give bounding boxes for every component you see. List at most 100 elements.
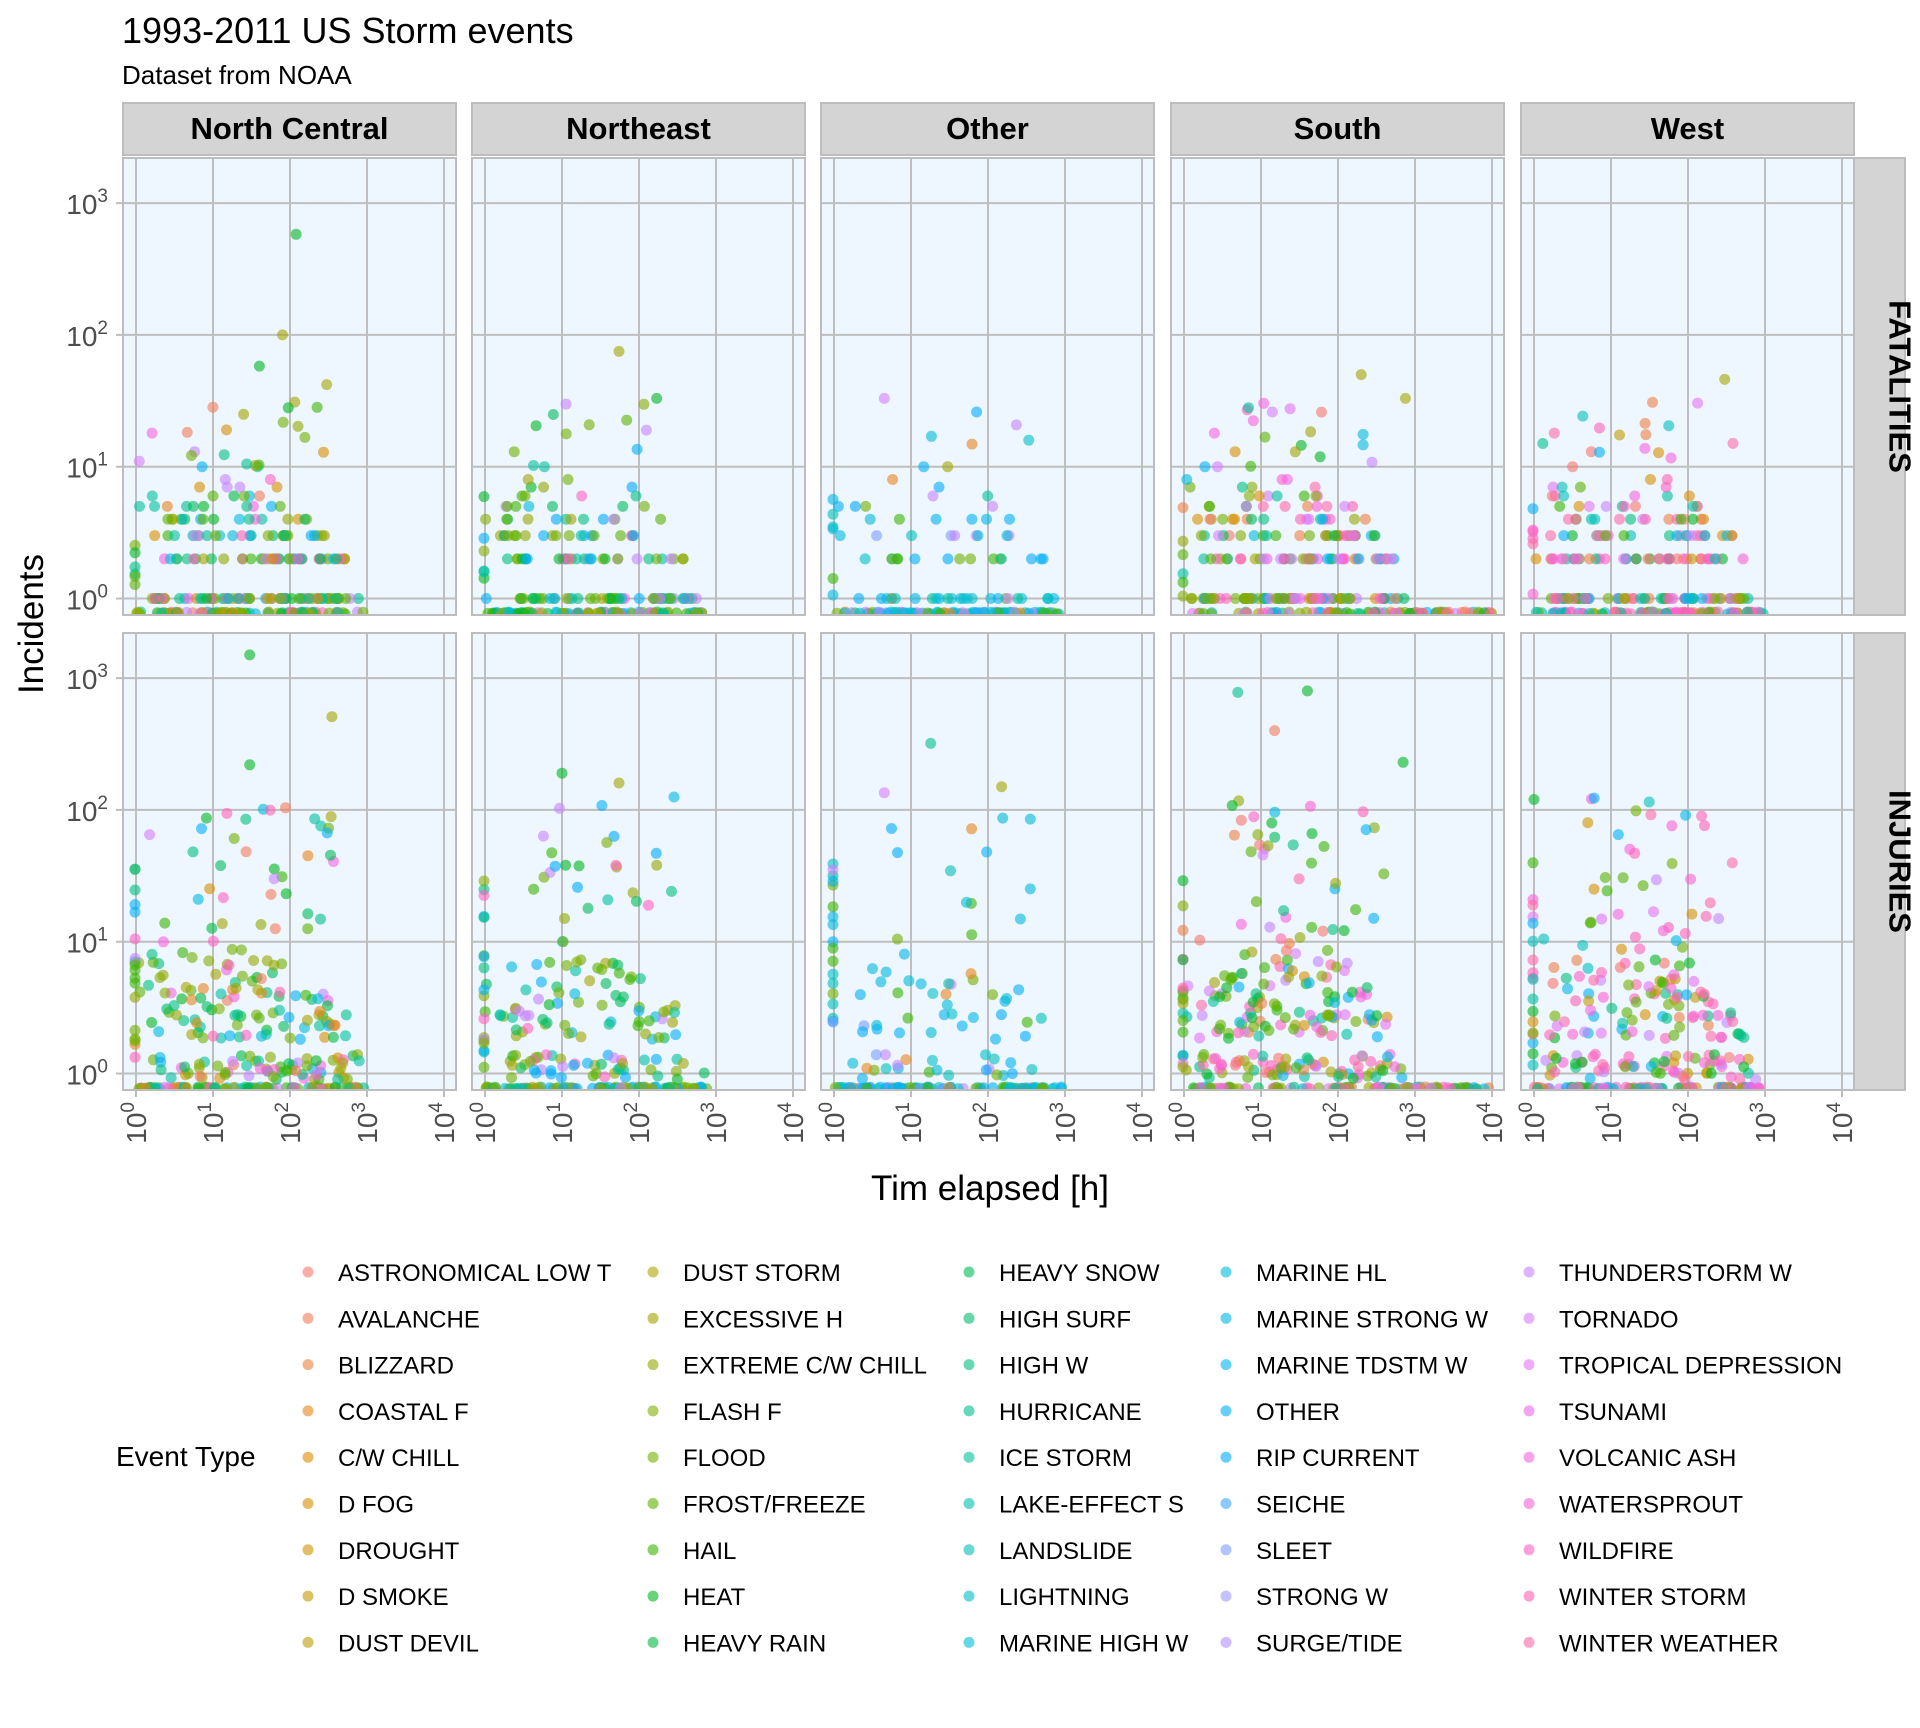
data-point xyxy=(550,513,562,525)
data-point xyxy=(1035,1012,1047,1024)
data-point xyxy=(1258,397,1270,409)
data-point xyxy=(1234,553,1246,565)
data-point xyxy=(1585,916,1597,928)
data-point xyxy=(634,973,646,985)
legend-key xyxy=(1523,1405,1535,1417)
legend-item-marine-strong-w: MARINE STRONG W xyxy=(1220,1306,1488,1333)
data-point xyxy=(927,988,939,999)
data-point xyxy=(174,593,186,604)
data-point xyxy=(516,1082,528,1090)
data-point xyxy=(1527,1016,1539,1028)
data-point xyxy=(187,500,199,512)
data-point xyxy=(1668,1029,1680,1041)
data-point xyxy=(1220,593,1232,604)
data-point xyxy=(1527,1037,1539,1049)
data-point xyxy=(1532,1083,1544,1090)
data-point xyxy=(545,1068,557,1080)
data-point xyxy=(1639,417,1651,429)
data-point xyxy=(640,424,652,436)
data-point xyxy=(332,606,344,615)
data-point xyxy=(1243,402,1254,414)
data-point xyxy=(1630,805,1642,817)
data-point xyxy=(186,450,197,461)
data-point xyxy=(1593,446,1605,458)
data-point xyxy=(140,1082,152,1090)
data-point xyxy=(1645,809,1657,821)
data-point xyxy=(260,1028,272,1040)
data-point xyxy=(1272,1083,1284,1090)
data-point xyxy=(519,490,531,502)
data-point xyxy=(1629,847,1641,859)
data-point xyxy=(1199,461,1211,473)
legend-label: BLIZZARD xyxy=(338,1353,454,1380)
legend-item-tsunami: TSUNAMI xyxy=(1523,1399,1667,1426)
column-strip-label: Northeast xyxy=(566,111,711,146)
data-point xyxy=(311,401,323,413)
data-point xyxy=(1680,809,1692,821)
data-point xyxy=(608,830,620,842)
legend-item-flash-f: FLASH F xyxy=(647,1399,782,1426)
data-point xyxy=(626,481,638,493)
data-point xyxy=(353,1055,365,1067)
data-point xyxy=(1283,971,1295,983)
data-point xyxy=(1230,1059,1241,1071)
data-point xyxy=(263,606,275,615)
data-point xyxy=(1653,553,1665,565)
data-point xyxy=(1002,593,1014,604)
data-point xyxy=(557,1061,569,1072)
points-layer xyxy=(1177,369,1497,615)
data-point xyxy=(613,593,625,604)
column-strip-label: North Central xyxy=(190,111,388,146)
data-point xyxy=(1288,1081,1300,1090)
data-point xyxy=(1401,1082,1413,1090)
data-point xyxy=(177,947,189,959)
data-point xyxy=(669,1007,680,1018)
x-tick-label: 102 xyxy=(272,1102,306,1144)
data-point xyxy=(1537,438,1549,449)
data-point xyxy=(576,490,588,502)
data-point xyxy=(228,833,240,844)
data-point xyxy=(1246,481,1258,493)
data-point xyxy=(1254,839,1265,851)
data-point xyxy=(1734,1073,1746,1085)
data-point xyxy=(878,392,890,404)
data-point xyxy=(889,593,901,604)
data-point xyxy=(1205,553,1217,565)
data-point xyxy=(1714,1055,1726,1067)
data-point xyxy=(1314,451,1326,463)
data-point xyxy=(194,481,206,493)
data-point xyxy=(638,500,650,512)
data-point xyxy=(478,1037,490,1049)
data-point xyxy=(903,975,915,987)
data-point xyxy=(266,500,277,512)
data-point xyxy=(245,553,257,565)
data-point xyxy=(176,513,188,525)
data-point xyxy=(667,1016,679,1028)
panel-west-fatalities xyxy=(1520,157,1855,616)
data-point xyxy=(610,859,622,871)
data-point xyxy=(966,438,978,450)
data-point xyxy=(925,430,937,442)
data-point xyxy=(1684,957,1695,969)
legend-key xyxy=(963,1266,975,1278)
data-point xyxy=(904,607,916,615)
data-point xyxy=(196,461,208,473)
data-point xyxy=(282,402,294,414)
data-point xyxy=(827,968,839,980)
data-point xyxy=(1725,1007,1737,1019)
data-point xyxy=(898,948,910,960)
data-point xyxy=(149,500,161,512)
data-point xyxy=(129,933,141,945)
x-tick-label: 101 xyxy=(195,1102,229,1144)
data-point xyxy=(1306,921,1318,933)
data-point xyxy=(230,982,242,994)
legend-key xyxy=(647,1636,659,1648)
legend-key xyxy=(1523,1266,1535,1278)
legend-key xyxy=(1220,1636,1232,1648)
legend-item-thunderstorm-w: THUNDERSTORM W xyxy=(1523,1260,1792,1287)
data-point xyxy=(1209,593,1221,604)
data-point xyxy=(1528,794,1540,805)
legend-label: DROUGHT xyxy=(338,1538,460,1565)
data-point xyxy=(1294,932,1306,943)
data-point xyxy=(1322,553,1334,565)
